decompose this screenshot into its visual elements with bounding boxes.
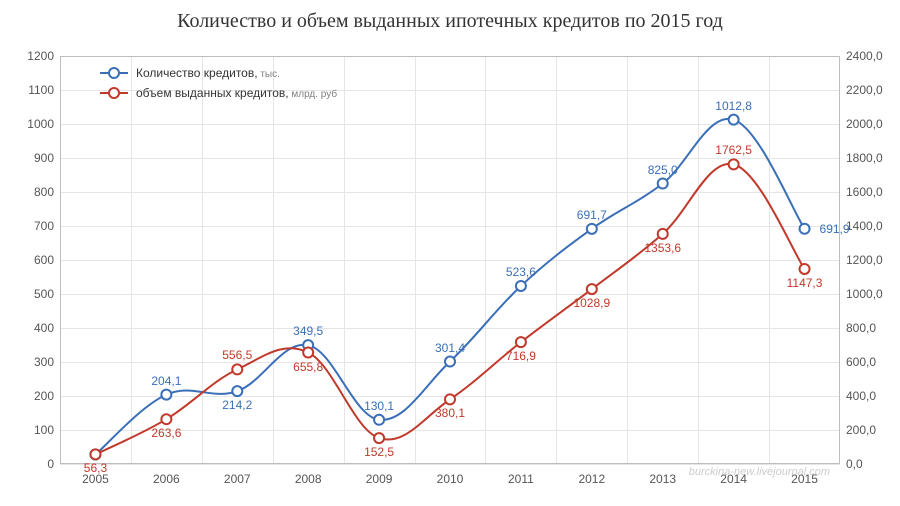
data-label-volume: 380,1 [435, 406, 465, 420]
x-tick-label: 2007 [224, 472, 251, 486]
data-label-volume: 1028,9 [573, 296, 610, 310]
series-marker-volume [232, 364, 242, 374]
data-label-volume: 263,6 [151, 426, 181, 440]
series-marker-volume [445, 394, 455, 404]
x-tick-label: 2010 [437, 472, 464, 486]
legend: Количество кредитов, тыс. объем выданных … [100, 66, 337, 106]
y2-tick-label: 800,0 [846, 321, 876, 335]
legend-line-icon [100, 92, 128, 94]
data-label-volume: 556,5 [222, 348, 252, 362]
y1-tick-label: 100 [20, 423, 54, 437]
y1-tick-label: 800 [20, 185, 54, 199]
y2-tick-label: 1600,0 [846, 185, 883, 199]
series-marker-count [516, 281, 526, 291]
data-label-volume: 152,5 [364, 445, 394, 459]
x-tick-label: 2008 [295, 472, 322, 486]
y1-tick-label: 1100 [20, 83, 54, 97]
series-marker-volume [161, 414, 171, 424]
legend-text: Количество кредитов, тыс. [136, 66, 280, 80]
y2-tick-label: 2200,0 [846, 83, 883, 97]
x-tick-label: 2006 [153, 472, 180, 486]
data-label-volume: 1762,5 [715, 143, 752, 157]
y1-tick-label: 0 [20, 457, 54, 471]
series-marker-volume [90, 449, 100, 459]
data-label-volume: 1353,6 [644, 241, 681, 255]
legend-marker-icon [108, 87, 120, 99]
chart-container: Количество и объем выданных ипотечных кр… [0, 0, 900, 506]
y2-tick-label: 1000,0 [846, 287, 883, 301]
chart-lines [60, 56, 840, 464]
y1-tick-label: 1000 [20, 117, 54, 131]
legend-item-volume: объем выданных кредитов, млрд. руб [100, 86, 337, 100]
data-label-count: 204,1 [151, 374, 181, 388]
y1-tick-label: 500 [20, 287, 54, 301]
watermark: burckina-new.livejournal.com [689, 466, 830, 478]
series-marker-count [729, 115, 739, 125]
series-marker-count [161, 390, 171, 400]
y1-tick-label: 600 [20, 253, 54, 267]
y2-tick-label: 400,0 [846, 389, 876, 403]
gridline-h [60, 464, 840, 465]
data-label-volume: 1147,3 [787, 276, 823, 290]
legend-line-icon [100, 72, 128, 74]
series-marker-count [800, 224, 810, 234]
x-tick-label: 2012 [578, 472, 605, 486]
data-label-volume: 716,9 [506, 349, 536, 363]
y1-tick-label: 300 [20, 355, 54, 369]
series-marker-count [232, 386, 242, 396]
y2-tick-label: 2000,0 [846, 117, 883, 131]
data-label-count: 1012,8 [715, 99, 752, 113]
x-tick-label: 2013 [649, 472, 676, 486]
series-marker-count [445, 357, 455, 367]
plot-area: 00,0100200,0200400,0300600,0400800,05001… [60, 56, 840, 464]
series-marker-volume [729, 159, 739, 169]
chart-title: Количество и объем выданных ипотечных кр… [0, 10, 900, 33]
data-label-volume: 56,3 [84, 461, 107, 475]
series-marker-volume [516, 337, 526, 347]
data-label-count: 691,9 [820, 222, 850, 236]
data-label-count: 214,2 [222, 398, 252, 412]
y2-tick-label: 600,0 [846, 355, 876, 369]
series-marker-volume [303, 348, 313, 358]
y1-tick-label: 1200 [20, 49, 54, 63]
y2-tick-label: 1800,0 [846, 151, 883, 165]
data-label-count: 130,1 [364, 399, 394, 413]
series-marker-volume [800, 264, 810, 274]
y1-tick-label: 900 [20, 151, 54, 165]
series-marker-volume [658, 229, 668, 239]
series-marker-volume [374, 433, 384, 443]
y2-tick-label: 200,0 [846, 423, 876, 437]
series-marker-count [374, 415, 384, 425]
y2-tick-label: 1400,0 [846, 219, 883, 233]
data-label-count: 349,5 [293, 324, 323, 338]
data-label-count: 523,6 [506, 265, 536, 279]
series-marker-count [587, 224, 597, 234]
x-tick-label: 2011 [508, 472, 534, 486]
data-label-volume: 655,8 [293, 360, 323, 374]
legend-item-count: Количество кредитов, тыс. [100, 66, 337, 80]
y2-tick-label: 0,0 [846, 457, 863, 471]
x-tick-label: 2009 [366, 472, 393, 486]
y1-tick-label: 700 [20, 219, 54, 233]
y2-tick-label: 1200,0 [846, 253, 883, 267]
data-label-count: 691,7 [577, 208, 607, 222]
series-marker-volume [587, 284, 597, 294]
y1-tick-label: 400 [20, 321, 54, 335]
data-label-count: 301,4 [435, 341, 465, 355]
legend-marker-icon [108, 67, 120, 79]
y1-tick-label: 200 [20, 389, 54, 403]
series-marker-count [658, 179, 668, 189]
legend-text: объем выданных кредитов, млрд. руб [136, 86, 337, 100]
data-label-count: 825,0 [648, 163, 678, 177]
y2-tick-label: 2400,0 [846, 49, 883, 63]
